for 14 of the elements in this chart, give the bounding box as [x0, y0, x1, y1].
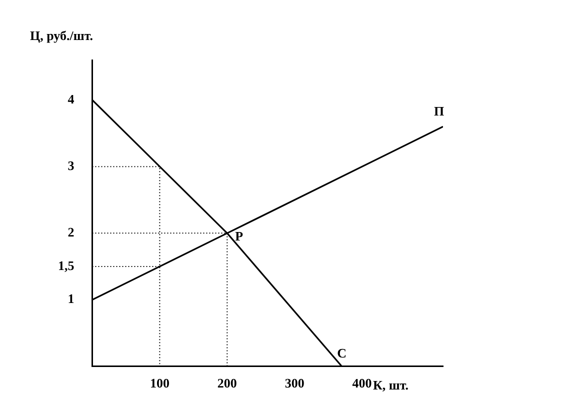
- x-tick-label: 300: [284, 376, 304, 391]
- y-tick-label: 1,5: [58, 258, 75, 273]
- annotation: P: [235, 228, 244, 244]
- series-label: С: [337, 345, 347, 360]
- x-tick-label: 200: [217, 376, 237, 391]
- y-tick-label: 4: [68, 91, 75, 106]
- x-axis-title: К, шт.: [373, 377, 409, 392]
- y-tick-label: 3: [68, 158, 75, 173]
- y-tick-label: 1: [68, 291, 74, 306]
- x-tick-label: 400: [352, 376, 372, 391]
- x-tick-label: 100: [150, 376, 170, 391]
- y-axis-title: Ц, руб./шт.: [30, 28, 93, 43]
- series-label: П: [434, 103, 444, 118]
- y-tick-label: 2: [68, 224, 74, 240]
